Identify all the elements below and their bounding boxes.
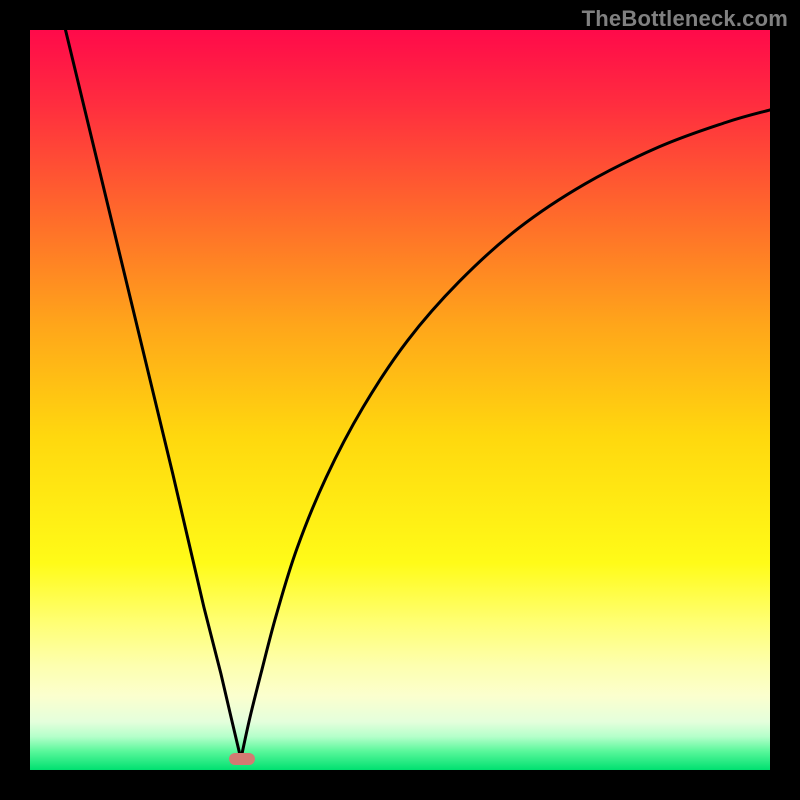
plot-area [30,30,770,770]
plot-background [30,30,770,770]
min-marker [229,753,255,766]
chart-container: TheBottleneck.com [0,0,800,800]
watermark-text: TheBottleneck.com [582,6,788,32]
plot-svg [30,30,770,770]
